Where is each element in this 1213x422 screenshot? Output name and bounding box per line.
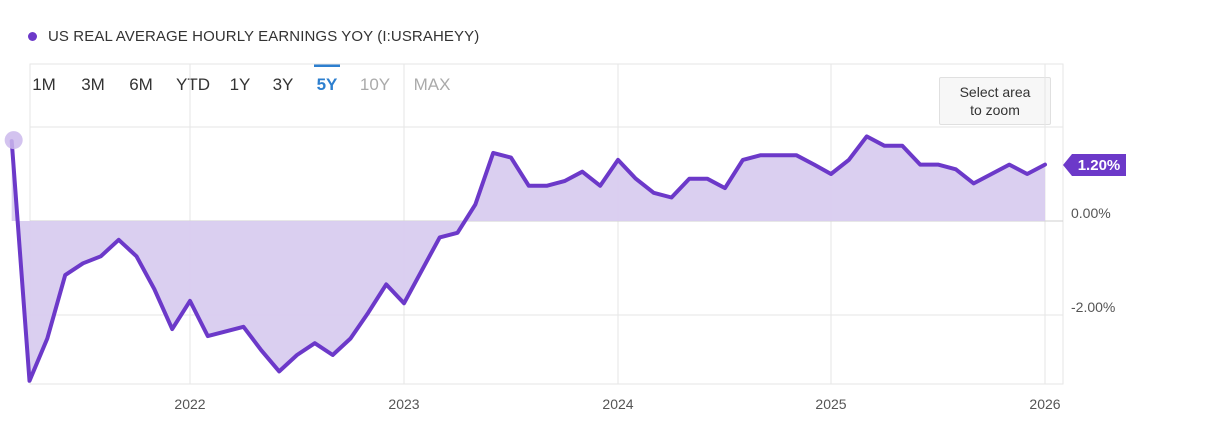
range-button-max: MAX — [413, 75, 451, 94]
legend: US REAL AVERAGE HOURLY EARNINGS YOY (I:U… — [28, 28, 479, 45]
series-line — [9, 134, 1047, 383]
range-button-3y[interactable]: 3Y — [272, 75, 294, 94]
legend-dot-icon — [28, 32, 37, 41]
zoom-hint: Select area to zoom — [939, 77, 1051, 125]
range-button-1y[interactable]: 1Y — [229, 75, 251, 94]
last-value-badge — [1063, 154, 1126, 176]
x-tick-label: 2022 — [174, 396, 205, 412]
y-tick-label: 0.00% — [1071, 205, 1111, 221]
axis-labels: 2022 2023 2024 2025 2026 0.00% -2.00% — [174, 205, 1115, 412]
last-value-label: 1.20% — [1078, 157, 1121, 174]
range-button-1m[interactable]: 1M — [32, 75, 56, 94]
range-button-6m[interactable]: 6M — [129, 75, 153, 94]
x-tick-label: 2025 — [815, 396, 846, 412]
range-button-5y[interactable]: 5Y — [314, 64, 340, 107]
range-button-ytd[interactable]: YTD — [176, 75, 210, 94]
x-tick-label: 2024 — [602, 396, 633, 412]
range-button-3m[interactable]: 3M — [81, 75, 105, 94]
y-tick-label: -2.00% — [1071, 299, 1115, 315]
markers: 1.20% — [4, 131, 1126, 176]
start-point-marker — [4, 131, 23, 150]
legend-label[interactable]: US REAL AVERAGE HOURLY EARNINGS YOY (I:U… — [48, 28, 480, 45]
series-area — [11, 136, 1046, 381]
range-button-10y: 10Y — [359, 75, 391, 94]
x-tick-label: 2026 — [1029, 396, 1060, 412]
x-tick-label: 2023 — [388, 396, 419, 412]
